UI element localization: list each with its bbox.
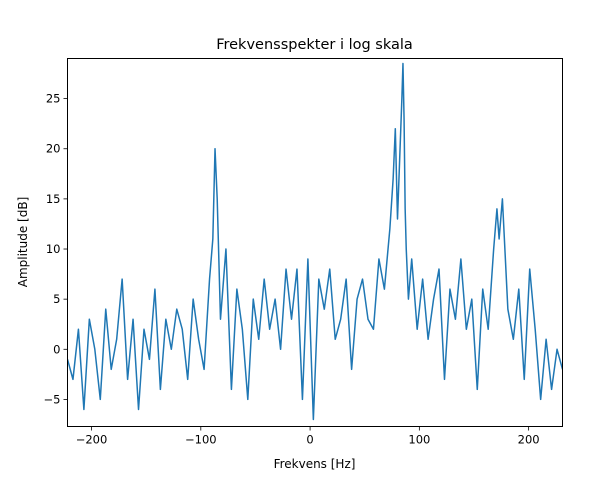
- spectrum-line: [67, 62, 563, 421]
- y-tick-label: 10: [46, 242, 61, 256]
- y-tick-label: 15: [46, 192, 61, 206]
- x-tick-label: −100: [185, 433, 217, 447]
- x-axis: −200 −100 0 100 200: [76, 426, 540, 447]
- y-tick-label: 0: [53, 342, 60, 356]
- x-tick-label: 100: [408, 433, 430, 447]
- x-tick-label: 200: [518, 433, 540, 447]
- x-tick-label: −200: [76, 433, 108, 447]
- y-axis-label: Amplitude [dB]: [16, 197, 30, 288]
- chart-title: Frekvensspekter i log skala: [216, 37, 413, 53]
- plot-frame: [67, 58, 563, 427]
- x-axis-label: Frekvens [Hz]: [274, 457, 356, 471]
- y-tick-label: −5: [44, 392, 61, 406]
- x-tick-label: 0: [306, 433, 313, 447]
- y-tick-label: 5: [53, 292, 60, 306]
- plot-area: [67, 62, 563, 421]
- y-axis: −5 0 5 10 15 20 25: [44, 92, 68, 406]
- y-tick-label: 25: [46, 92, 61, 106]
- y-tick-label: 20: [46, 142, 61, 156]
